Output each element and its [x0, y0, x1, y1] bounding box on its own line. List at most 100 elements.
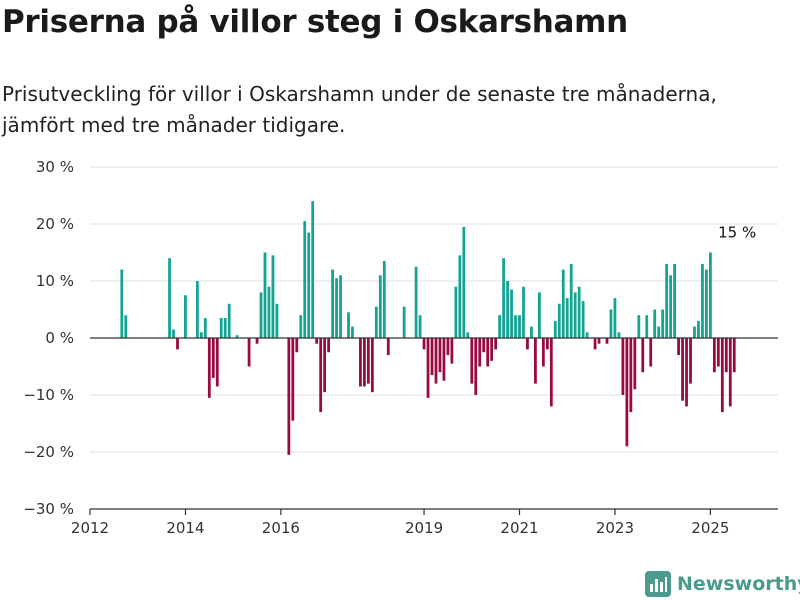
- y-tick-label: −20 %: [23, 443, 74, 461]
- bar: [223, 318, 227, 338]
- bar: [633, 338, 637, 390]
- last-value-label: 15 %: [718, 224, 756, 242]
- bar: [184, 295, 187, 338]
- bar: [454, 286, 458, 338]
- bar: [518, 315, 521, 338]
- bar: [716, 338, 720, 367]
- bar: [701, 263, 704, 338]
- y-tick-label: 0 %: [45, 329, 74, 347]
- bar: [315, 338, 319, 344]
- y-tick-label: −30 %: [23, 500, 74, 518]
- bar: [259, 292, 263, 338]
- bar: [359, 338, 362, 387]
- x-tick-label: 2025: [691, 519, 729, 537]
- bar: [418, 315, 422, 338]
- bar: [657, 326, 661, 338]
- bar: [669, 275, 673, 338]
- x-tick-label: 2012: [71, 519, 109, 537]
- bar: [712, 338, 716, 373]
- brand-logo: Newsworthy: [645, 570, 800, 598]
- bar: [538, 292, 541, 338]
- bar: [665, 263, 669, 338]
- bar: [219, 318, 223, 338]
- bar: [482, 338, 486, 353]
- bar: [693, 326, 696, 338]
- bar: [565, 298, 569, 338]
- bar: [203, 318, 207, 338]
- bar: [573, 292, 577, 338]
- bar: [426, 338, 430, 398]
- x-axis: 2012 2014 2016 2019 2021 2023 2025: [71, 509, 729, 537]
- bar: [661, 309, 665, 338]
- bar: [291, 338, 295, 421]
- bar: [446, 338, 450, 356]
- bar-chart-logo-icon: [645, 571, 671, 597]
- bar: [720, 338, 724, 413]
- bar: [215, 338, 219, 387]
- bar: [370, 338, 374, 393]
- bar: [120, 269, 124, 338]
- bar: [728, 338, 732, 407]
- bar: [561, 269, 565, 338]
- bar: [227, 303, 231, 338]
- bar: [307, 232, 311, 338]
- bar: [609, 309, 613, 338]
- bar: [339, 275, 342, 338]
- bar: [510, 289, 513, 338]
- bar: [490, 338, 494, 361]
- bar: [621, 338, 625, 395]
- chart-title: Priserna på villor steg i Oskarshamn: [2, 4, 628, 40]
- bar: [438, 338, 442, 373]
- y-tick-label: 30 %: [36, 158, 74, 176]
- bar: [681, 338, 684, 401]
- bar: [434, 338, 438, 384]
- bar: [299, 315, 303, 338]
- y-axis: 30 % 20 % 10 % 0 % −10 % −20 % −30 %: [23, 158, 74, 518]
- bar: [303, 221, 307, 338]
- x-tick-label: 2014: [166, 519, 204, 537]
- bar: [605, 338, 609, 344]
- bar: [709, 252, 712, 338]
- bar: [689, 338, 692, 384]
- bar: [335, 278, 338, 338]
- bar: [470, 338, 474, 384]
- bar: [522, 286, 525, 338]
- bar: [378, 275, 382, 338]
- bar: [168, 258, 171, 338]
- bar: [323, 338, 327, 393]
- bar: [597, 338, 601, 344]
- x-tick-label: 2023: [596, 519, 634, 537]
- bar: [478, 338, 482, 367]
- bar: [581, 300, 585, 338]
- bar: [732, 338, 736, 373]
- bar: [553, 320, 557, 338]
- bar: [386, 338, 390, 356]
- bar: [263, 252, 267, 338]
- bar: [534, 338, 537, 384]
- bar: [176, 338, 179, 350]
- bar: [506, 281, 509, 338]
- bar: [235, 335, 239, 338]
- bar: [653, 309, 657, 338]
- y-tick-label: 10 %: [36, 272, 74, 290]
- bar: [577, 286, 581, 338]
- bars: [120, 201, 736, 455]
- bar: [637, 315, 641, 338]
- bar: [673, 263, 676, 338]
- bar: [363, 338, 366, 387]
- bar: [430, 338, 434, 376]
- bar: [319, 338, 323, 413]
- bar: [287, 338, 291, 455]
- bar: [466, 332, 470, 338]
- bar: [494, 338, 498, 350]
- chart-subtitle: Prisutveckling för villor i Oskarshamn u…: [2, 82, 717, 137]
- bar: [402, 306, 406, 338]
- bar: [641, 338, 645, 373]
- bar: [625, 338, 629, 447]
- bar: [414, 266, 418, 338]
- bar: [613, 298, 617, 338]
- bar: [557, 303, 561, 338]
- bar: [347, 312, 350, 338]
- bar: [677, 338, 680, 356]
- bar: [275, 303, 279, 338]
